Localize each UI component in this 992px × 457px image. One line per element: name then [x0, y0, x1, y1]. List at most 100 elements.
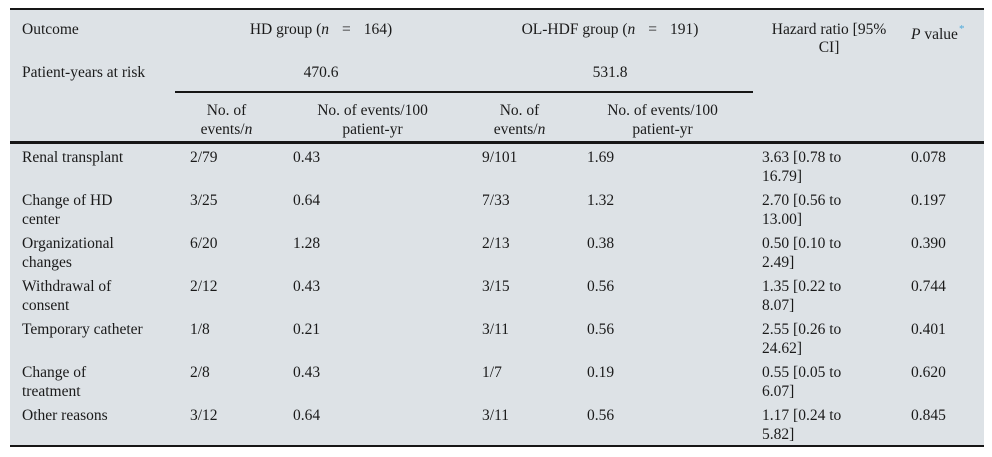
cell-olhdf-rate: 0.19 — [587, 363, 615, 381]
outcome-line1: Organizational — [22, 234, 114, 252]
table-row: Organizational changes 6/20 1.28 2/13 0.3… — [10, 230, 984, 273]
cell-outcome: Other reasons — [10, 402, 175, 446]
hd-group-count: 164) — [363, 21, 393, 38]
header-row: Outcome HD group (n = 164) OL-HDF group (n… — [10, 9, 984, 57]
cell-olhdf-events: 3/15 — [482, 277, 510, 295]
outcome-line2: treatment — [22, 383, 81, 400]
cell-olhdf-events: 2/13 — [482, 234, 510, 252]
cell-hazard-ratio: 0.50 [0.10 to 2.49] — [753, 230, 905, 273]
col-header-hazard-ratio: Hazard ratio [95% CI] — [753, 9, 905, 57]
subheader-olhdf-rate: No. of events/100 patient-yr — [572, 92, 754, 144]
footnote-asterisk: * — [958, 23, 965, 35]
n-italic: n — [321, 21, 330, 38]
outcome-line1: Temporary catheter — [22, 320, 143, 338]
hr-line1: 0.50 [0.10 to — [762, 234, 842, 252]
outcome-line1: Other reasons — [22, 406, 108, 424]
cell-hazard-ratio: 0.55 [0.05 to 6.07] — [753, 359, 905, 402]
paper-table-figure: Outcome HD group (n = 164) OL-HDF group (n… — [10, 8, 985, 447]
cell-p-value: 0.845 — [911, 406, 946, 424]
subheader-hd-events: No. of events/n — [175, 92, 278, 144]
hr-line2: 5.82] — [762, 426, 795, 443]
cell-olhdf-rate: 0.56 — [587, 320, 615, 338]
subheader-line1: No. of — [499, 102, 540, 119]
hazard-header-line1: Hazard ratio [95% — [771, 21, 887, 38]
hazard-header-line2: CI] — [818, 39, 840, 56]
cell-hd-rate: 0.64 — [293, 191, 321, 209]
cell-olhdf-rate: 0.38 — [587, 234, 615, 252]
p-italic: P — [911, 26, 921, 44]
table-row: Renal transplant 2/79 0.43 9/101 1.69 3.… — [10, 142, 984, 187]
cell-hd-events: 3/25 — [190, 191, 218, 209]
cell-p-value: 0.197 — [911, 191, 946, 209]
subheader-hd-rate: No. of events/100 patient-yr — [278, 92, 468, 144]
hr-line1: 1.35 [0.22 to — [762, 277, 842, 295]
col-header-p-value: P value* — [905, 9, 984, 57]
subheader-line2: patient-yr — [342, 121, 403, 138]
hr-line2: 24.62] — [762, 340, 803, 357]
hr-line1: 2.55 [0.26 to — [762, 320, 842, 338]
hd-group-label: HD group ( — [249, 21, 322, 38]
cell-olhdf-rate: 0.56 — [587, 277, 615, 295]
empty-cell — [753, 92, 906, 144]
cell-outcome: Renal transplant — [10, 142, 175, 187]
table-row: Other reasons 3/12 0.64 3/11 0.56 1.17 [… — [10, 402, 984, 446]
hr-line2: 13.00] — [762, 211, 803, 228]
hr-line2: 6.07] — [762, 383, 795, 400]
table-row: Change of treatment 2/8 0.43 1/7 0.19 0.5… — [10, 359, 984, 402]
cell-hd-events: 2/79 — [190, 148, 218, 166]
cell-outcome: Change of HD center — [10, 187, 175, 230]
outcome-line1: Change of — [22, 363, 87, 381]
hr-line2: 8.07] — [762, 297, 795, 314]
cell-hd-events: 1/8 — [190, 320, 210, 338]
p-value-label: value — [920, 26, 958, 44]
cell-olhdf-events: 7/33 — [482, 191, 510, 209]
table-row: Withdrawal of consent 2/12 0.43 3/15 0.56… — [10, 273, 984, 316]
cell-p-value: 0.390 — [911, 234, 946, 252]
col-header-hd-group: HD group (n = 164) — [175, 9, 467, 57]
cell-outcome: Change of treatment — [10, 359, 175, 402]
cell-p-value: 0.401 — [911, 320, 946, 338]
olhdf-group-label: OL-HDF group ( — [521, 21, 628, 38]
subheader-line1: No. of events/100 — [607, 102, 718, 119]
events-prefix: events/ — [493, 121, 538, 138]
cell-outcome: Organizational changes — [10, 230, 175, 273]
table-row: Temporary catheter 1/8 0.21 3/11 0.56 2.… — [10, 316, 984, 359]
cell-hd-rate: 0.64 — [293, 406, 321, 424]
col-header-outcome: Outcome — [22, 21, 79, 38]
patient-years-row: Patient-years at risk 470.6 531.8 — [10, 57, 984, 93]
table-row: Change of HD center 3/25 0.64 7/33 1.32 2… — [10, 187, 984, 230]
empty-cell — [753, 57, 905, 92]
subheader-line2: patient-yr — [632, 121, 693, 138]
cell-hd-rate: 0.43 — [293, 363, 321, 381]
subheader-line2: events/n — [175, 120, 278, 139]
cell-olhdf-events: 3/11 — [482, 406, 509, 424]
hr-line1: 3.63 [0.78 to — [762, 148, 842, 166]
hr-line1: 2.70 [0.56 to — [762, 191, 842, 209]
subheader-olhdf-events: No. of events/n — [467, 92, 573, 144]
cell-hazard-ratio: 1.35 [0.22 to 8.07] — [753, 273, 905, 316]
outcome-line1: Withdrawal of — [22, 277, 112, 295]
outcome-line2: center — [22, 211, 60, 228]
cell-hd-rate: 1.28 — [293, 234, 321, 252]
outcome-line2: changes — [22, 254, 72, 271]
hr-line1: 1.17 [0.24 to — [762, 406, 842, 424]
n-italic: n — [627, 21, 636, 38]
cell-hd-rate: 0.21 — [293, 320, 321, 338]
outcome-line2: consent — [22, 297, 70, 314]
cell-olhdf-events: 9/101 — [482, 148, 518, 166]
empty-cell — [10, 92, 175, 144]
equals-sign: = — [648, 21, 658, 38]
patient-years-hd-value: 470.6 — [175, 57, 468, 93]
cell-p-value: 0.078 — [911, 148, 946, 166]
patient-years-label: Patient-years at risk — [22, 64, 146, 81]
subheader-line1: No. of events/100 — [317, 102, 428, 119]
cell-hd-rate: 0.43 — [293, 148, 321, 166]
col-header-olhdf-group: OL-HDF group (n = 191) — [467, 9, 753, 57]
cell-outcome: Withdrawal of consent — [10, 273, 175, 316]
outcome-line1: Renal transplant — [22, 148, 124, 166]
cell-olhdf-events: 1/7 — [482, 363, 502, 381]
cell-hazard-ratio: 2.70 [0.56 to 13.00] — [753, 187, 905, 230]
cell-olhdf-rate: 1.69 — [587, 148, 615, 166]
cell-p-value: 0.744 — [911, 277, 946, 295]
equals-sign: = — [342, 21, 351, 38]
